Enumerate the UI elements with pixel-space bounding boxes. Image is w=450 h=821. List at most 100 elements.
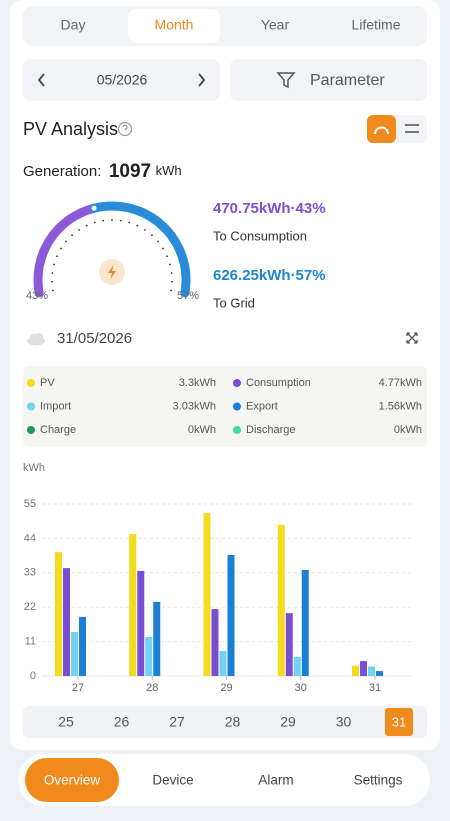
gauge-dot bbox=[111, 219, 113, 221]
legend-dot bbox=[27, 379, 35, 387]
nav-item[interactable]: Overview bbox=[44, 773, 101, 788]
legend-total: 0kWh bbox=[394, 424, 422, 436]
day[interactable]: 26 bbox=[114, 714, 130, 730]
nav-item[interactable]: Settings bbox=[354, 773, 403, 788]
flow-amount: 470.75kWh·43% bbox=[213, 200, 326, 217]
y-tick-label: 11 bbox=[25, 636, 36, 648]
flow-caption: To Grid bbox=[213, 295, 255, 310]
gauge-view-icon bbox=[374, 126, 389, 135]
flow-caption: To Consumption bbox=[213, 228, 307, 243]
legend-name: Consumption bbox=[246, 377, 311, 389]
gauge-dot bbox=[119, 219, 122, 222]
bar bbox=[211, 609, 219, 676]
parameter-label: Parameter bbox=[310, 72, 385, 89]
day[interactable]: 30 bbox=[336, 714, 352, 730]
parameter-button[interactable] bbox=[230, 59, 427, 101]
tab[interactable]: Lifetime bbox=[351, 17, 400, 33]
date: 31/05/2026 bbox=[57, 330, 132, 347]
y-tick-label: 22 bbox=[24, 601, 36, 613]
tab[interactable]: Year bbox=[261, 17, 290, 33]
gauge-dot bbox=[150, 234, 153, 237]
x-tick-label: 27 bbox=[72, 682, 84, 694]
x-tick-label: 30 bbox=[295, 682, 307, 694]
gauge-dot bbox=[93, 221, 96, 224]
legend-name: Import bbox=[40, 400, 71, 412]
bar bbox=[376, 671, 383, 676]
gauge-dot bbox=[162, 247, 164, 250]
next-icon[interactable] bbox=[198, 73, 206, 87]
legend-total: 3.03kWh bbox=[173, 400, 216, 412]
generation-value: 1097 bbox=[109, 161, 151, 182]
gauge-dot bbox=[128, 221, 131, 224]
active-nav-bg bbox=[25, 758, 119, 802]
period-selector[interactable] bbox=[23, 59, 220, 101]
list-view-icon[interactable] bbox=[405, 124, 419, 133]
y-tick-label: 55 bbox=[24, 498, 36, 510]
legend-total: 1.56kWh bbox=[379, 400, 422, 412]
day[interactable]: 25 bbox=[58, 714, 74, 730]
gauge-dot bbox=[169, 263, 171, 266]
bar bbox=[79, 616, 86, 676]
legend-dot bbox=[233, 402, 241, 411]
summary-panel bbox=[23, 366, 427, 447]
tab[interactable]: Day bbox=[61, 17, 86, 33]
tab[interactable]: Month bbox=[155, 17, 194, 33]
gauge-label: 43% bbox=[26, 290, 48, 302]
legend-dot bbox=[27, 402, 35, 411]
bar bbox=[137, 570, 145, 676]
gauge-arc bbox=[89, 201, 191, 298]
gauge-dot bbox=[170, 289, 172, 292]
legend-name: Export bbox=[246, 400, 278, 412]
legend-name: Charge bbox=[40, 424, 76, 436]
bolt-icon bbox=[108, 264, 116, 280]
bar bbox=[129, 534, 137, 676]
gauge-label: 57% bbox=[177, 290, 199, 302]
bar bbox=[285, 613, 293, 676]
bar bbox=[293, 656, 301, 676]
gauge-dot bbox=[136, 224, 139, 227]
y-tick-label: 44 bbox=[24, 532, 36, 544]
expand-icon[interactable] bbox=[406, 332, 418, 344]
bar bbox=[227, 554, 235, 676]
prev-icon[interactable] bbox=[37, 73, 45, 87]
legend-dot bbox=[233, 426, 241, 434]
legend-total: 4.77kWh bbox=[379, 377, 422, 389]
bar bbox=[277, 524, 285, 676]
gauge-view-button[interactable] bbox=[367, 115, 396, 143]
gauge-dot bbox=[52, 289, 54, 292]
day[interactable]: 31 bbox=[392, 714, 406, 729]
bar bbox=[219, 650, 227, 676]
bar bbox=[55, 552, 62, 676]
gauge-dot bbox=[51, 272, 54, 274]
legend-name: PV bbox=[40, 377, 55, 389]
gauge-dot bbox=[56, 255, 58, 258]
day[interactable]: 29 bbox=[280, 714, 296, 730]
y-tick-label: 0 bbox=[30, 670, 36, 682]
x-tick-label: 29 bbox=[220, 682, 232, 694]
legend-total: 0kWh bbox=[188, 424, 216, 436]
day[interactable]: 27 bbox=[169, 714, 185, 730]
gauge-dot bbox=[53, 263, 55, 266]
help-icon[interactable] bbox=[117, 121, 133, 137]
bar bbox=[145, 636, 153, 676]
x-tick-label: 28 bbox=[146, 682, 158, 694]
gauge-dot bbox=[78, 228, 80, 231]
bar bbox=[360, 661, 367, 676]
legend-name: Discharge bbox=[246, 424, 296, 436]
active-tab-bg bbox=[128, 9, 220, 43]
gauge-dot bbox=[65, 240, 67, 243]
gauge-split bbox=[91, 205, 97, 211]
selected-day-bg[interactable] bbox=[385, 708, 413, 736]
day[interactable]: 28 bbox=[225, 714, 241, 730]
gauge-dot bbox=[170, 272, 173, 274]
gauge-dot bbox=[144, 228, 146, 231]
y-tick-label: 33 bbox=[24, 567, 36, 579]
y-axis-label: kWh bbox=[23, 462, 45, 474]
nav-item[interactable]: Device bbox=[152, 773, 193, 788]
filter-icon bbox=[276, 72, 296, 89]
nav-item[interactable]: Alarm bbox=[258, 773, 293, 788]
bar bbox=[71, 631, 78, 676]
gauge-dot bbox=[85, 224, 88, 227]
